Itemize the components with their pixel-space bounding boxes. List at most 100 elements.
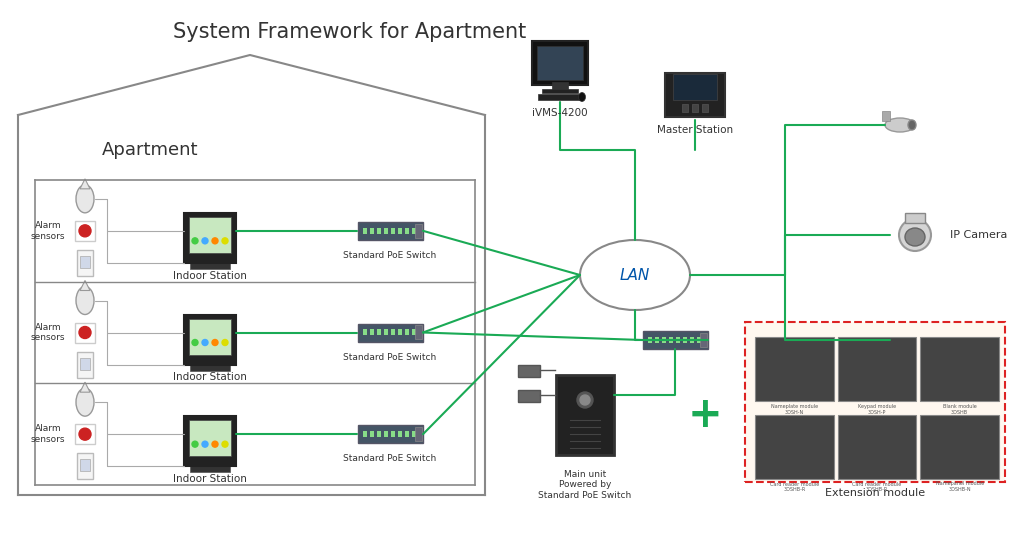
Bar [370, 431, 374, 437]
Bar [921, 415, 999, 478]
Bar [838, 337, 916, 401]
Text: Main unit
Powered by
Standard PoE Switch: Main unit Powered by Standard PoE Switch [539, 470, 632, 500]
Circle shape [193, 238, 198, 244]
Bar [391, 431, 395, 437]
Bar [648, 337, 652, 343]
Bar [415, 427, 422, 441]
Circle shape [212, 238, 218, 244]
Bar [75, 322, 95, 343]
Text: Standard PoE Switch: Standard PoE Switch [343, 454, 436, 463]
Bar [415, 224, 422, 238]
Circle shape [580, 395, 590, 405]
Bar [412, 431, 416, 437]
Text: Apartment: Apartment [101, 141, 199, 159]
Bar [377, 431, 381, 437]
Bar [662, 337, 666, 343]
Bar [415, 326, 422, 339]
Bar [556, 375, 614, 455]
Polygon shape [80, 179, 90, 189]
Bar [700, 333, 707, 347]
Text: IP Camera: IP Camera [950, 230, 1008, 240]
Text: LAN: LAN [620, 267, 650, 283]
Bar [642, 331, 708, 349]
Bar [838, 415, 916, 478]
Bar [537, 46, 583, 80]
Circle shape [212, 441, 218, 447]
Ellipse shape [579, 92, 586, 102]
Bar [412, 329, 416, 336]
Bar [406, 228, 409, 234]
Ellipse shape [905, 228, 925, 246]
Text: Standard PoE Switch: Standard PoE Switch [343, 251, 436, 260]
Bar [80, 256, 90, 268]
Bar [77, 351, 93, 377]
Text: Indoor Station: Indoor Station [173, 372, 247, 382]
Bar [745, 322, 1005, 482]
Ellipse shape [76, 287, 94, 315]
Bar [682, 104, 688, 112]
Text: Master Station: Master Station [657, 125, 733, 135]
Bar [77, 453, 93, 479]
Circle shape [222, 441, 228, 447]
Bar [75, 221, 95, 241]
Bar [538, 94, 582, 100]
Text: System Framework for Apartment: System Framework for Apartment [173, 22, 526, 42]
Text: Card reader module
3DSHB-R: Card reader module 3DSHB-R [852, 481, 901, 492]
Ellipse shape [888, 334, 923, 341]
Bar [905, 213, 925, 223]
Bar [189, 318, 231, 355]
Circle shape [202, 339, 208, 345]
Circle shape [202, 441, 208, 447]
Bar [357, 425, 423, 443]
Ellipse shape [76, 185, 94, 213]
Bar [357, 323, 423, 342]
Bar [377, 228, 381, 234]
Circle shape [222, 339, 228, 345]
Bar [532, 41, 588, 85]
Bar [77, 250, 93, 276]
Bar [673, 74, 717, 100]
Text: Alarm
sensors: Alarm sensors [31, 323, 66, 342]
Bar [655, 337, 659, 343]
Bar [518, 365, 540, 377]
Bar [80, 358, 90, 370]
Ellipse shape [883, 329, 927, 351]
Bar [362, 228, 367, 234]
Bar [184, 315, 236, 365]
Circle shape [193, 339, 198, 345]
Polygon shape [80, 382, 90, 392]
Bar [75, 424, 95, 444]
Text: Indoor Station: Indoor Station [173, 474, 247, 484]
Text: Namepanel module
3DSHB-N: Namepanel module 3DSHB-N [936, 481, 984, 492]
Text: Nameplate module
3DSH-N: Nameplate module 3DSH-N [771, 404, 818, 415]
Text: Indoor Station: Indoor Station [173, 271, 247, 281]
Bar [697, 337, 701, 343]
Bar [702, 104, 708, 112]
Text: Extension module: Extension module [825, 488, 925, 498]
Bar [921, 337, 999, 401]
Bar [384, 329, 388, 336]
Bar [518, 390, 540, 402]
Bar [542, 89, 578, 93]
Bar [683, 337, 687, 343]
Bar [406, 431, 409, 437]
Bar [384, 431, 388, 437]
Bar [692, 104, 698, 112]
Bar [406, 329, 409, 336]
Circle shape [193, 441, 198, 447]
Bar [190, 365, 230, 371]
Polygon shape [80, 280, 90, 290]
Text: iVMS-4200: iVMS-4200 [532, 108, 588, 118]
Ellipse shape [899, 219, 931, 251]
Bar [676, 337, 680, 343]
Ellipse shape [885, 118, 915, 132]
Circle shape [79, 327, 91, 338]
Text: Keypad module
3DSH-P: Keypad module 3DSH-P [858, 404, 896, 415]
Text: Alarm
sensors: Alarm sensors [31, 425, 66, 444]
Bar [412, 228, 416, 234]
Ellipse shape [580, 240, 690, 310]
Bar [184, 213, 236, 263]
Bar [755, 415, 834, 478]
Bar [882, 111, 890, 121]
Ellipse shape [76, 388, 94, 416]
